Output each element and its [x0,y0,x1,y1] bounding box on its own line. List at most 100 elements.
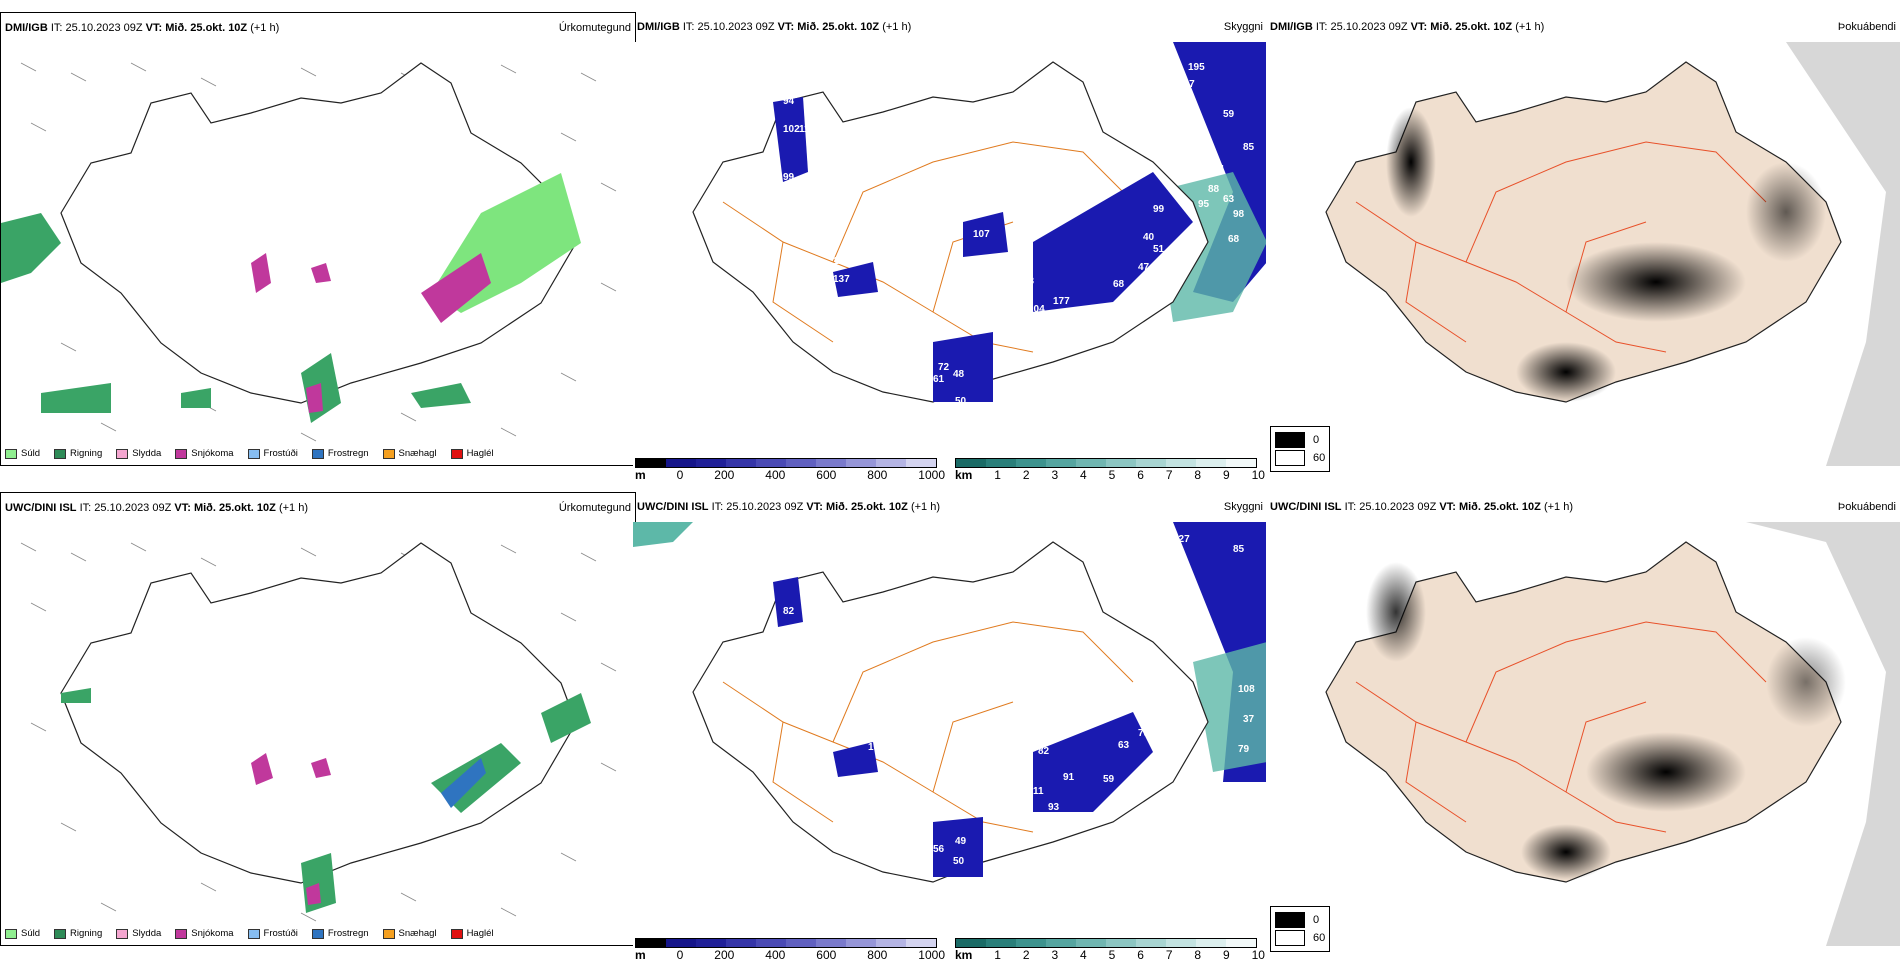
colorbar-tick: 8 [1194,948,1202,962]
colorbar-step [986,459,1016,467]
visibility-value-label: 63 [1223,194,1235,205]
visibility-value-label: 177 [1053,296,1070,307]
visibility-value-label: 94 [783,96,795,107]
legend-item: Slydda [116,928,161,939]
colorbar-tick: 1000 [918,468,945,482]
legend-label: Súld [21,448,41,459]
visibility-value-label: 37 [1243,714,1255,725]
fog-patches [1366,562,1846,880]
legend-swatch [382,448,395,459]
legend-label: Slydda [132,448,162,459]
visibility-value-label: 110 [1148,534,1165,545]
fog-legend-label: 0 [1313,914,1320,926]
visibility-value-label: 50 [953,856,965,867]
colorbar-step [1046,939,1076,947]
colorbar-tick: 6 [1137,468,1144,482]
colorbar-tick: 1000 [918,948,945,962]
legend-swatch [247,448,260,459]
vis-km-colorbar: km 1 2 3 4 5 6 7 8 9 10 [955,458,1265,482]
colorbar-tick: 200 [714,948,735,962]
legend-swatch [54,448,67,459]
legend-item: Haglél [450,448,494,459]
product-name: Skyggni [1223,501,1263,513]
colorbar-tick: 400 [765,948,786,962]
fog-legend-label: 60 [1313,452,1326,464]
visibility-value-label: 47 [1138,262,1150,273]
visibility-value-label: 51 [1153,244,1165,255]
panel-header: DMI/IGB IT: 25.10.2023 09Z VT: Mið. 25.o… [637,21,1263,33]
legend-item: Rigning [54,928,102,939]
wind-barbs [20,542,617,922]
legend-swatch [175,928,188,939]
fog-legend-label: 60 [1313,932,1326,944]
colorbar-tick: 600 [816,468,837,482]
visibility-value-label: 74 [1193,134,1205,145]
colorbar-step [1136,939,1166,947]
visibility-labels: 82 153 10 180 82 63 79 59 91 11 93 145 110 127 85 108 37… [783,532,1255,867]
legend-label: Haglél [466,928,494,939]
precip-type-map [1,43,635,465]
visibility-value-label: 72 [938,362,950,373]
visibility-value-label: 153 [798,664,815,675]
colorbar-tick: 1 [994,948,1001,962]
colorbar-tick: 0 [676,468,684,482]
colorbar-step [876,939,906,947]
panel-visibility-uwc: UWC/DINI ISL IT: 25.10.2023 09Z VT: Mið.… [633,492,1267,962]
colorbar-step [1016,939,1046,947]
colorbar-step [666,459,696,467]
colorbar-step [636,459,666,467]
visibility-map: 82 153 10 180 82 63 79 59 91 11 93 145 110 127 85 108 37… [633,522,1267,946]
fog-legend: 0 60 [1270,906,1331,952]
colorbar-unit: m [635,468,646,482]
colorbar-unit: km [955,948,973,962]
visibility-value-label: 107 [973,229,990,240]
product-name: Úrkomutegund [558,502,631,514]
visibility-value-label: 92 [795,204,807,215]
colorbar-tick: 9 [1223,468,1230,482]
legend-item: Rigning [54,448,102,459]
visibility-value-label: 68 [1113,279,1125,290]
legend-label: Rigning [70,928,103,939]
colorbar-step [726,939,756,947]
fog-indicator-map [1266,522,1900,946]
colorbar-step [636,939,666,947]
snow-area [251,753,331,905]
visibility-value-label: 49 [955,836,967,847]
colorbar-step [846,459,876,467]
colorbar-tick: 7 [1165,468,1173,482]
legend-item: Súld [5,448,40,459]
legend-label: Rigning [70,448,103,459]
colorbar-step [816,459,846,467]
precip-legend: Súld Rigning Slydda Snjókoma Frostúði Frostre… [5,448,494,459]
colorbar-step [1166,459,1196,467]
colorbar-unit: km [955,468,973,482]
visibility-value-label: 79 [1138,728,1150,739]
colorbar-step [696,459,726,467]
panel-header: UWC/DINI ISL IT: 25.10.2023 09Z VT: Mið.… [1270,501,1896,513]
legend-item: Súld [5,928,40,939]
model-name: DMI/IGB [5,22,48,34]
visibility-value-label: 61 [933,374,945,385]
legend-label: Snæhagl [398,928,437,939]
visibility-value-label: 61 [1178,109,1190,120]
colorbar-step [846,939,876,947]
colorbar-tick: 7 [1165,948,1173,962]
visibility-value-label: 93 [1048,802,1060,813]
visibility-value-label: 137 [833,274,850,285]
colorbar-tick: 10 [1251,468,1265,482]
freezing-rain-area [441,758,486,808]
model-name: UWC/DINI ISL [5,502,77,514]
colorbar-step [1196,939,1226,947]
visibility-value-label: 145 [1053,532,1070,543]
colorbar-step [786,459,816,467]
legend-label: Frostregn [327,448,369,459]
colorbar-step [1016,459,1046,467]
visibility-value-label: 74 [1178,259,1190,270]
legend-label: Frostregn [327,928,369,939]
road-network [722,141,1134,353]
legend-swatch [382,928,395,939]
colorbar-tick: 5 [1108,948,1116,962]
colorbar-tick: 3 [1051,468,1059,482]
colorbar-tick: 0 [676,948,684,962]
